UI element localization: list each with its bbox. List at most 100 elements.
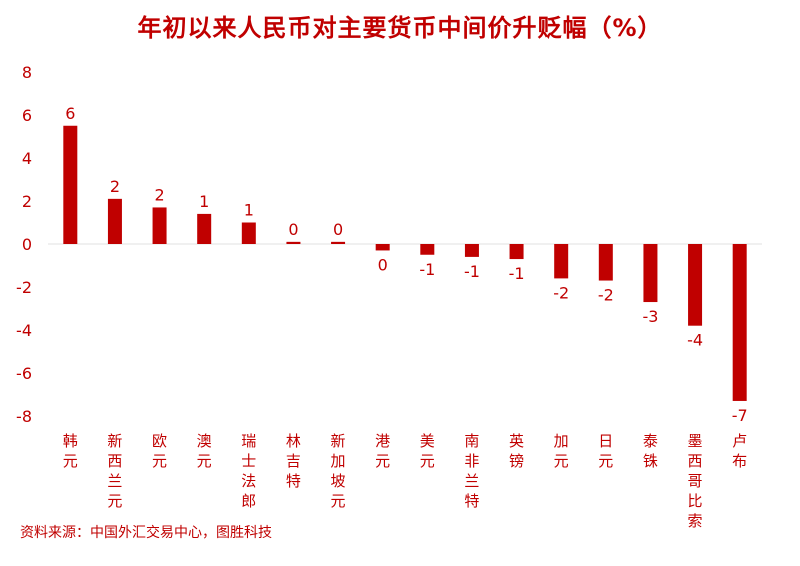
bars-group [63,125,747,401]
data-label: 0 [333,220,343,239]
bar [107,198,122,244]
svg-text:兰: 兰 [107,472,122,490]
svg-text:郎: 郎 [241,492,256,510]
bar [197,213,212,244]
svg-text:比: 比 [688,492,703,510]
svg-text:坡: 坡 [331,472,346,490]
x-tick-label: 卢布 [732,432,747,470]
chart-title: 年初以来人民币对主要货币中间价升贬幅（%） [137,14,663,42]
svg-text:西: 西 [107,452,122,470]
x-tick-label: 英镑 [509,432,524,470]
data-label: 0 [378,255,388,274]
svg-text:西: 西 [688,452,703,470]
svg-text:英: 英 [509,432,524,450]
x-tick-label: 日元 [598,432,613,470]
data-label: -3 [642,307,658,326]
svg-text:瑞: 瑞 [241,432,256,450]
svg-text:元: 元 [152,452,167,470]
bar [331,241,346,244]
svg-text:镑: 镑 [509,452,524,470]
bar [598,244,613,281]
bar [375,244,390,251]
data-labels-group: 6 2 2 1 1 0 0 0 -1 -1 -1 -2 -2 -3 -4 -7 [65,104,747,425]
svg-text:日: 日 [598,432,613,450]
svg-text:特: 特 [286,472,301,490]
svg-text:新: 新 [331,432,346,450]
svg-text:加: 加 [554,432,569,450]
svg-text:元: 元 [375,452,390,470]
svg-text:法: 法 [241,472,256,490]
bar [420,244,435,255]
svg-text:元: 元 [598,452,613,470]
bar [732,244,747,401]
y-tick-label: -2 [16,278,32,297]
svg-text:布: 布 [732,452,747,470]
data-label: -1 [509,264,525,283]
y-tick-label: 2 [22,192,32,211]
svg-text:元: 元 [331,492,346,510]
svg-text:泰: 泰 [643,432,658,450]
svg-text:哥: 哥 [688,472,703,490]
data-label: 1 [244,201,254,220]
svg-text:卢: 卢 [732,432,747,450]
x-tick-label: 澳元 [197,432,212,470]
svg-text:特: 特 [464,492,479,510]
svg-text:南: 南 [464,432,479,450]
svg-text:吉: 吉 [286,452,301,470]
data-label: 1 [199,192,209,211]
bar [464,244,479,257]
bar [509,244,524,260]
y-axis: 8 6 4 2 0 -2 -4 -6 -8 [16,63,32,426]
svg-text:新: 新 [107,432,122,450]
x-tick-label: 港元 [375,432,390,470]
svg-text:元: 元 [554,452,569,470]
data-label: -4 [687,331,703,350]
bar [286,241,301,244]
bar [554,244,569,279]
data-label: 2 [154,185,164,204]
svg-text:元: 元 [420,452,435,470]
svg-text:加: 加 [331,452,346,470]
svg-text:韩: 韩 [63,432,78,450]
svg-text:元: 元 [63,452,78,470]
svg-text:兰: 兰 [464,472,479,490]
svg-text:欧: 欧 [152,432,167,450]
data-label: 2 [110,177,120,196]
x-tick-label: 美元 [420,432,435,470]
x-tick-label: 加元 [554,432,569,470]
data-label: -2 [598,286,614,305]
svg-text:港: 港 [375,432,390,450]
data-label: 0 [288,220,298,239]
bar [688,244,703,326]
source-note: 资料来源：中国外汇交易中心，图胜科技 [20,525,272,541]
svg-text:元: 元 [197,452,212,470]
data-label: -1 [419,260,435,279]
svg-text:墨: 墨 [688,432,703,450]
svg-text:澳: 澳 [197,432,212,450]
y-tick-label: -6 [16,364,32,383]
x-tick-label: 林吉特 [286,432,301,490]
bar [643,244,658,303]
bar [241,222,256,244]
data-label: -2 [553,283,569,302]
svg-text:铢: 铢 [643,452,658,470]
data-label: -1 [464,262,480,281]
svg-text:非: 非 [464,452,479,470]
y-tick-label: 6 [22,106,32,125]
svg-text:士: 士 [241,452,256,470]
y-tick-label: -4 [16,321,32,340]
x-tick-label: 韩元 [63,432,78,470]
data-label: 6 [65,104,75,123]
data-label: -7 [732,406,748,425]
y-tick-label: 4 [22,149,32,168]
svg-text:索: 索 [688,512,703,530]
x-tick-label: 泰铢 [643,432,658,470]
svg-text:元: 元 [107,492,122,510]
y-tick-label: 0 [22,235,32,254]
svg-text:林: 林 [286,432,301,450]
